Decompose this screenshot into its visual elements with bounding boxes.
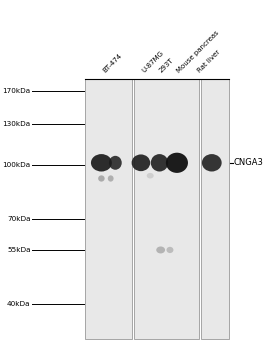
Ellipse shape — [151, 154, 168, 172]
Ellipse shape — [108, 175, 114, 182]
Text: Rat liver: Rat liver — [197, 49, 222, 74]
Ellipse shape — [156, 246, 165, 253]
Ellipse shape — [202, 154, 222, 172]
Text: 70kDa: 70kDa — [7, 216, 31, 222]
Text: 55kDa: 55kDa — [7, 247, 31, 253]
Text: 170kDa: 170kDa — [2, 88, 31, 95]
Text: BT-474: BT-474 — [101, 52, 123, 74]
Text: 130kDa: 130kDa — [2, 121, 31, 127]
Text: 293T: 293T — [158, 57, 174, 74]
Ellipse shape — [147, 173, 154, 178]
Text: U-87MG: U-87MG — [140, 50, 164, 74]
Ellipse shape — [98, 175, 105, 182]
Ellipse shape — [91, 154, 112, 172]
Text: Mouse pancreas: Mouse pancreas — [175, 29, 220, 74]
Ellipse shape — [132, 154, 150, 171]
Ellipse shape — [166, 153, 188, 173]
Ellipse shape — [109, 156, 122, 170]
Text: 100kDa: 100kDa — [2, 162, 31, 168]
Text: CNGA3: CNGA3 — [234, 158, 264, 167]
Ellipse shape — [167, 247, 173, 253]
FancyBboxPatch shape — [85, 79, 132, 339]
FancyBboxPatch shape — [201, 79, 229, 339]
Text: 40kDa: 40kDa — [7, 301, 31, 307]
FancyBboxPatch shape — [134, 79, 199, 339]
